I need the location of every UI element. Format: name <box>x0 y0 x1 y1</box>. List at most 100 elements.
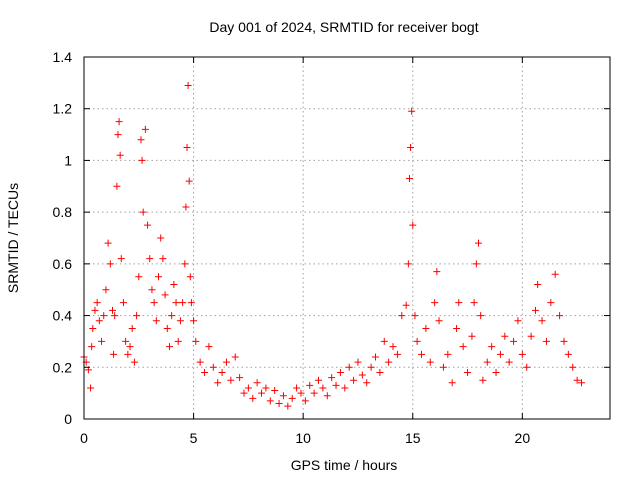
data-point <box>551 270 559 278</box>
data-point <box>214 379 222 387</box>
data-point <box>578 379 586 387</box>
data-point <box>240 389 248 397</box>
x-tick-label: 20 <box>515 430 531 446</box>
data-point <box>186 273 194 281</box>
data-point <box>179 299 187 307</box>
data-point <box>479 376 487 384</box>
data-point <box>405 175 413 183</box>
data-point <box>192 337 200 345</box>
data-point <box>91 306 99 314</box>
data-point <box>128 325 136 332</box>
data-point <box>102 286 110 294</box>
data-point <box>569 363 577 371</box>
data-point <box>170 281 178 289</box>
data-point <box>527 332 535 340</box>
grid-layer <box>84 57 610 419</box>
data-point <box>144 221 152 229</box>
data-point <box>389 343 397 351</box>
data-point <box>104 239 112 247</box>
data-point <box>146 255 154 263</box>
data-point <box>93 299 101 307</box>
data-point <box>161 291 169 299</box>
data-point <box>163 325 171 332</box>
data-point <box>155 273 163 281</box>
data-point <box>205 343 213 351</box>
data-point <box>187 299 195 307</box>
data-point <box>556 312 564 320</box>
data-point <box>448 379 456 387</box>
data-point <box>523 363 531 371</box>
data-point <box>222 358 230 366</box>
plot-frame <box>83 56 611 420</box>
y-tick-label: 1.4 <box>53 49 73 65</box>
data-point <box>363 379 371 387</box>
data-point <box>126 343 134 351</box>
data-point <box>534 281 542 289</box>
data-point <box>124 350 132 358</box>
data-point <box>244 384 252 392</box>
data-point <box>433 268 441 276</box>
data-point <box>201 368 209 376</box>
data-point <box>402 301 410 309</box>
data-point <box>218 368 226 376</box>
data-point <box>172 299 180 307</box>
data-point <box>380 337 388 345</box>
data-point <box>297 389 305 397</box>
data-point <box>435 317 443 325</box>
x-tick-label: 10 <box>295 430 311 446</box>
data-point <box>341 384 349 392</box>
data-points <box>80 81 586 410</box>
axis-ticks: 0 5 10 15 20 0 0.2 0.4 0.6 0.8 1 1.2 1.4 <box>53 49 610 446</box>
data-point <box>89 325 97 332</box>
data-point <box>108 306 116 314</box>
data-point <box>157 234 165 242</box>
data-point <box>148 286 156 294</box>
data-point <box>354 358 362 366</box>
data-point <box>231 353 239 361</box>
data-point <box>518 350 526 358</box>
data-point <box>150 299 158 307</box>
data-point <box>426 358 434 366</box>
data-point <box>488 343 496 351</box>
y-tick-label: 0.6 <box>53 256 73 272</box>
data-point <box>514 317 522 325</box>
data-point <box>137 136 145 144</box>
data-point <box>106 260 114 268</box>
data-point <box>328 374 336 382</box>
data-point <box>413 337 421 345</box>
y-tick-label: 0.2 <box>53 359 73 375</box>
chart-title: Day 001 of 2024, SRMTID for receiver bog… <box>209 19 478 35</box>
data-point <box>117 255 125 263</box>
data-point <box>113 182 121 190</box>
data-point <box>418 350 426 358</box>
data-point <box>227 376 235 384</box>
data-point <box>408 107 416 115</box>
data-point <box>501 332 509 340</box>
data-point <box>183 144 191 151</box>
data-point <box>358 371 366 379</box>
data-point <box>385 358 393 366</box>
data-point <box>475 239 482 247</box>
data-point <box>168 312 176 320</box>
data-point <box>306 381 314 389</box>
data-point <box>547 299 555 307</box>
y-tick-label: 0 <box>64 411 72 427</box>
data-point <box>319 384 327 392</box>
x-tick-label: 5 <box>190 430 198 446</box>
data-point <box>174 337 182 345</box>
data-point <box>115 118 123 126</box>
data-point <box>122 337 130 345</box>
data-point <box>459 343 467 351</box>
data-point <box>152 317 160 325</box>
data-point <box>288 394 296 402</box>
data-point <box>477 312 485 320</box>
data-point <box>453 325 461 332</box>
data-point <box>279 392 287 400</box>
data-point <box>505 358 513 366</box>
data-point <box>284 402 292 410</box>
data-point <box>301 397 309 405</box>
data-point <box>275 399 283 407</box>
data-point <box>253 379 261 387</box>
data-point <box>336 368 344 376</box>
data-point <box>111 312 119 320</box>
